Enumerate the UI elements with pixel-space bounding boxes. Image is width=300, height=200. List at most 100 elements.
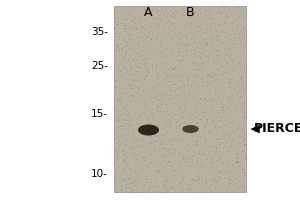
- Point: [124, 43, 129, 46]
- Point: [220, 108, 225, 111]
- Point: [224, 169, 229, 172]
- Point: [183, 109, 188, 112]
- Point: [212, 60, 217, 63]
- Point: [189, 44, 194, 47]
- Point: [131, 183, 136, 186]
- Point: [125, 50, 130, 54]
- Point: [134, 175, 139, 179]
- Point: [151, 86, 156, 89]
- Point: [225, 15, 230, 18]
- Point: [170, 28, 175, 32]
- Point: [206, 73, 211, 76]
- Point: [190, 159, 194, 162]
- Point: [242, 40, 247, 43]
- Point: [161, 78, 166, 81]
- Point: [202, 38, 207, 41]
- Point: [220, 72, 224, 76]
- Text: 25-: 25-: [91, 61, 108, 71]
- Point: [230, 183, 235, 186]
- Point: [152, 138, 157, 141]
- Point: [226, 46, 231, 49]
- Point: [201, 82, 206, 85]
- Point: [209, 13, 214, 16]
- Point: [238, 156, 243, 159]
- Point: [116, 15, 120, 18]
- Point: [128, 169, 133, 172]
- Point: [218, 89, 223, 92]
- Point: [194, 46, 199, 49]
- Point: [236, 91, 241, 94]
- Point: [183, 44, 188, 47]
- Point: [203, 14, 208, 18]
- Point: [123, 44, 128, 47]
- Point: [223, 54, 228, 57]
- Point: [190, 124, 195, 127]
- Point: [124, 181, 129, 184]
- Point: [113, 148, 118, 151]
- Point: [119, 6, 124, 9]
- Point: [128, 100, 133, 103]
- Point: [122, 177, 126, 180]
- Point: [181, 12, 185, 15]
- Point: [168, 29, 173, 33]
- Point: [119, 189, 124, 192]
- Point: [202, 128, 207, 131]
- Point: [152, 169, 157, 172]
- Point: [124, 186, 129, 189]
- Point: [172, 149, 177, 152]
- Point: [180, 187, 185, 191]
- Point: [156, 168, 161, 172]
- Point: [148, 113, 153, 116]
- Point: [168, 93, 172, 97]
- Point: [235, 107, 239, 110]
- Point: [136, 190, 140, 194]
- Point: [127, 25, 132, 28]
- Point: [195, 50, 200, 53]
- Point: [125, 95, 130, 98]
- Point: [236, 83, 241, 86]
- Point: [188, 24, 193, 27]
- Point: [215, 79, 220, 83]
- Point: [238, 37, 242, 40]
- Point: [167, 72, 172, 75]
- Point: [139, 167, 144, 170]
- Point: [129, 64, 134, 68]
- Point: [217, 137, 222, 140]
- Point: [201, 97, 206, 101]
- Point: [169, 67, 174, 70]
- Point: [236, 160, 241, 164]
- Point: [115, 48, 120, 51]
- Point: [132, 49, 137, 52]
- Point: [221, 89, 226, 92]
- Point: [150, 31, 154, 34]
- Point: [180, 115, 185, 118]
- Point: [196, 112, 201, 115]
- Point: [181, 91, 186, 94]
- Point: [152, 116, 156, 120]
- Point: [177, 107, 182, 110]
- Point: [142, 77, 147, 80]
- Point: [205, 43, 209, 46]
- Point: [213, 150, 218, 153]
- Point: [214, 39, 219, 42]
- Point: [121, 150, 126, 153]
- Point: [243, 88, 248, 91]
- Point: [124, 29, 128, 33]
- Point: [158, 141, 163, 144]
- Point: [182, 48, 187, 51]
- Point: [233, 161, 238, 164]
- Point: [240, 8, 245, 11]
- Point: [164, 147, 168, 150]
- Point: [187, 167, 192, 170]
- Point: [148, 180, 153, 183]
- Point: [152, 16, 156, 20]
- Point: [174, 126, 178, 129]
- Point: [194, 138, 198, 141]
- Point: [238, 14, 243, 17]
- Point: [209, 141, 214, 144]
- Point: [155, 160, 160, 163]
- Point: [237, 5, 242, 9]
- Point: [161, 103, 166, 106]
- Point: [229, 57, 233, 61]
- Point: [172, 168, 177, 171]
